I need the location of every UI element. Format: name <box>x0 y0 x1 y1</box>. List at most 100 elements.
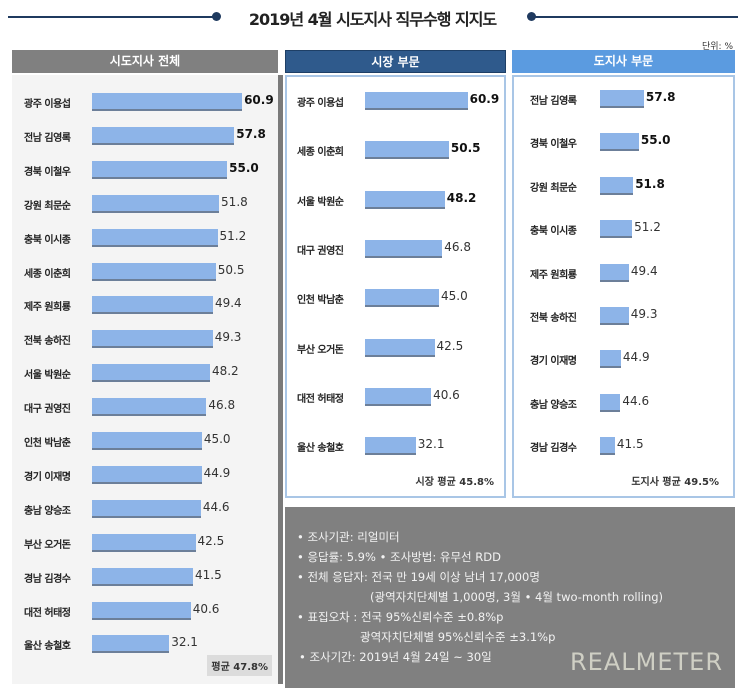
page-title: 2019년 4월 시도지사 직무수행 지지도 <box>248 10 497 29</box>
category-label: 서울 박원순 <box>297 196 344 208</box>
title-line-right <box>531 16 738 18</box>
category-label: 강원 최문순 <box>530 182 577 194</box>
bar-row: 경북 이철우 55.0 <box>12 159 284 181</box>
category-label: 충북 이시종 <box>530 226 577 238</box>
value-label: 42.5 <box>436 338 464 353</box>
value-label: 44.6 <box>622 393 650 408</box>
bar <box>365 141 449 160</box>
bar <box>92 228 218 247</box>
category-label: 대전 허태정 <box>24 607 71 619</box>
bar-row: 인천 박남춘 45.0 <box>285 287 506 309</box>
bar-row: 부산 오거돈 42.5 <box>12 532 284 554</box>
bar <box>365 239 443 258</box>
value-label: 41.5 <box>616 437 644 452</box>
value-label: 50.5 <box>450 141 481 156</box>
bar <box>92 465 202 484</box>
category-label: 인천 박남춘 <box>24 438 71 449</box>
value-label: 44.6 <box>202 499 230 514</box>
bar-row: 충북 이시종 51.2 <box>512 218 735 240</box>
value-label: 50.5 <box>217 262 245 277</box>
bar <box>92 194 220 213</box>
value-label: 41.5 <box>194 567 222 582</box>
bar <box>365 289 439 308</box>
value-label: 46.8 <box>444 239 471 254</box>
bar-row: 전북 송하진 49.3 <box>512 305 735 327</box>
panel-governor: 도지사 부문 전남 김영록 57.8 경북 이철우 55.0 강원 최문순 51.8 충북 … <box>512 50 735 498</box>
bar <box>600 220 633 239</box>
bar <box>92 364 210 383</box>
bar-row: 대구 권영진 46.8 <box>12 396 284 418</box>
bar-row: 서울 박원순 48.2 <box>12 362 284 384</box>
bar <box>600 176 634 195</box>
value-label: 55.0 <box>640 133 671 148</box>
panel-header: 시장 부문 <box>285 50 506 73</box>
category-label: 충북 이시종 <box>24 234 71 246</box>
category-label: 충남 양승조 <box>24 505 71 517</box>
bar-row: 경남 김경수 41.5 <box>512 435 735 457</box>
info-line: • 조사기간: 2019년 4월 24일 ~ 30일 <box>299 650 492 664</box>
bar-row: 전남 김영록 57.8 <box>512 88 735 110</box>
category-label: 전북 송하진 <box>24 336 71 348</box>
bar <box>92 126 235 145</box>
bar-row: 세종 이춘희 50.5 <box>285 139 506 161</box>
category-label: 인천 박남춘 <box>297 295 344 307</box>
bar-row: 전남 김영록 57.8 <box>12 125 284 147</box>
bar-row: 경북 이철우 55.0 <box>512 131 735 153</box>
bar-row: 대전 허태정 40.6 <box>285 386 506 408</box>
unit-label: 단위: % <box>701 42 733 52</box>
value-label: 55.0 <box>229 160 259 175</box>
value-label: 48.2 <box>211 364 239 379</box>
title-dot-left <box>212 12 221 21</box>
category-label: 경북 이철우 <box>530 139 577 151</box>
category-label: 전남 김영록 <box>530 96 577 107</box>
category-label: 서울 박원순 <box>24 370 71 382</box>
category-label: 전남 김영록 <box>24 132 71 144</box>
bar <box>92 601 191 620</box>
bar-row: 제주 원희룡 49.4 <box>512 262 735 284</box>
value-label: 57.8 <box>645 90 676 104</box>
category-label: 대구 권영진 <box>297 245 344 257</box>
value-label: 40.6 <box>433 387 460 402</box>
value-label: 46.8 <box>208 398 236 413</box>
category-label: 울산 송철호 <box>297 443 344 455</box>
bar-row: 강원 최문순 51.8 <box>12 193 284 215</box>
bar <box>92 296 213 315</box>
category-label: 제주 원희룡 <box>530 269 577 281</box>
panel-header: 시도지사 전체 <box>12 50 278 73</box>
bar <box>92 432 202 450</box>
category-label: 울산 송철호 <box>24 641 71 653</box>
category-label: 대구 권영진 <box>24 404 71 416</box>
average-label: 시장 평균 45.8% <box>415 477 494 488</box>
category-label: 대전 허태정 <box>297 393 344 405</box>
bar <box>600 437 615 456</box>
bar <box>600 307 629 325</box>
bar <box>92 93 243 111</box>
category-label: 광주 이용섭 <box>24 99 71 110</box>
bar <box>600 350 621 369</box>
value-label: 60.9 <box>244 93 274 107</box>
value-label: 51.2 <box>219 228 247 243</box>
bar <box>365 387 432 406</box>
value-label: 48.2 <box>446 190 477 205</box>
value-label: 45.0 <box>203 432 231 446</box>
value-label: 57.8 <box>236 126 266 141</box>
bar-row: 충남 양승조 44.6 <box>512 392 735 414</box>
survey-info-box: • 조사기관: 리얼미터 • 응답률: 5.9% • 조사방법: 유무선 RDD… <box>285 507 735 688</box>
bar-row: 울산 송철호 32.1 <box>285 435 506 457</box>
value-label: 49.4 <box>630 263 658 278</box>
bar-row: 제주 원희룡 49.4 <box>12 294 284 316</box>
value-label: 32.1 <box>171 635 198 650</box>
bar <box>365 92 468 110</box>
info-line: 광역자치단체별 95%신뢰수준 ±3.1%p <box>360 630 556 644</box>
bar <box>92 635 170 654</box>
bar <box>92 533 196 552</box>
info-line: • 조사기관: 리얼미터 <box>297 530 400 544</box>
category-label: 부산 오거돈 <box>297 344 344 356</box>
category-label: 제주 원희룡 <box>24 302 71 314</box>
realmeter-logo: REALMETER <box>570 648 723 676</box>
bar <box>92 262 216 281</box>
bar <box>92 398 207 417</box>
bar <box>600 90 644 108</box>
value-label: 51.8 <box>635 176 665 191</box>
average-label: 평균 47.8% <box>207 655 272 676</box>
